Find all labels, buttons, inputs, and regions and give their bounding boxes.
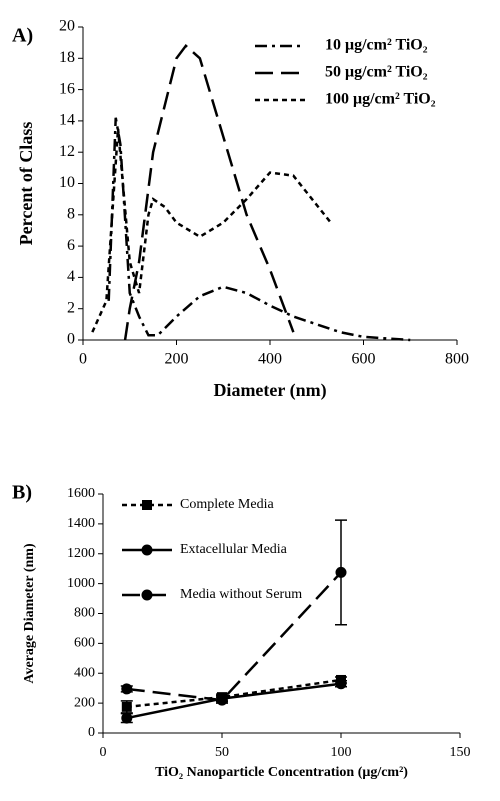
data-point xyxy=(335,678,347,690)
y-tick-label: 1000 xyxy=(67,576,95,591)
y-tick-label: 0 xyxy=(67,331,75,348)
panel-label: B) xyxy=(12,482,32,504)
x-tick-label: 150 xyxy=(450,745,471,760)
legend-label: 50 μg/cm² TiO₂ xyxy=(325,64,428,81)
y-tick-label: 600 xyxy=(74,636,95,651)
panel-label: A) xyxy=(12,25,33,47)
y-axis-label: Average Diameter (nm) xyxy=(22,543,37,684)
legend-label: Media without Serum xyxy=(180,587,302,602)
x-axis-label: TiO₂ Nanoparticle Concentration (μg/cm²) xyxy=(155,765,408,780)
legend-label: 100 μg/cm² TiO₂ xyxy=(325,91,436,108)
x-tick-label: 600 xyxy=(352,351,376,368)
legend-label: Complete Media xyxy=(180,497,274,512)
series-line xyxy=(123,43,295,341)
y-tick-label: 0 xyxy=(88,725,95,740)
y-tick-label: 4 xyxy=(67,268,75,285)
data-point xyxy=(121,712,133,724)
y-tick-label: 1600 xyxy=(67,486,95,501)
y-tick-label: 800 xyxy=(74,606,95,621)
x-tick-label: 400 xyxy=(258,351,282,368)
y-tick-label: 6 xyxy=(67,237,75,254)
series-line xyxy=(126,678,342,709)
legend-label: Extacellular Media xyxy=(180,542,288,557)
y-tick-label: 2 xyxy=(67,299,75,316)
y-tick-label: 12 xyxy=(59,143,75,160)
data-point xyxy=(121,701,132,712)
y-tick-label: 20 xyxy=(59,18,75,35)
y-tick-label: 400 xyxy=(74,665,95,680)
legend-marker xyxy=(141,589,153,601)
legend-label: 10 μg/cm² TiO₂ xyxy=(325,37,428,54)
series-line xyxy=(91,128,332,333)
y-tick-label: 200 xyxy=(74,695,95,710)
x-tick-label: 800 xyxy=(445,351,469,368)
x-tick-label: 0 xyxy=(100,745,107,760)
x-tick-label: 200 xyxy=(165,351,189,368)
y-tick-label: 10 xyxy=(59,174,75,191)
y-tick-label: 18 xyxy=(59,49,75,66)
x-tick-label: 100 xyxy=(331,745,352,760)
x-tick-label: 0 xyxy=(79,351,87,368)
data-point xyxy=(335,566,347,578)
legend-marker xyxy=(141,544,153,556)
data-point xyxy=(121,683,133,695)
y-tick-label: 14 xyxy=(59,112,75,129)
legend-marker xyxy=(142,500,152,510)
series-line xyxy=(107,117,411,342)
y-tick-label: 16 xyxy=(59,80,75,97)
y-axis-label: Percent of Class xyxy=(16,122,36,246)
x-axis-label: Diameter (nm) xyxy=(213,380,326,401)
x-tick-label: 50 xyxy=(215,745,229,760)
y-tick-label: 1400 xyxy=(67,516,95,531)
y-tick-label: 8 xyxy=(67,205,75,222)
y-tick-label: 1200 xyxy=(67,546,95,561)
data-point xyxy=(216,694,228,706)
